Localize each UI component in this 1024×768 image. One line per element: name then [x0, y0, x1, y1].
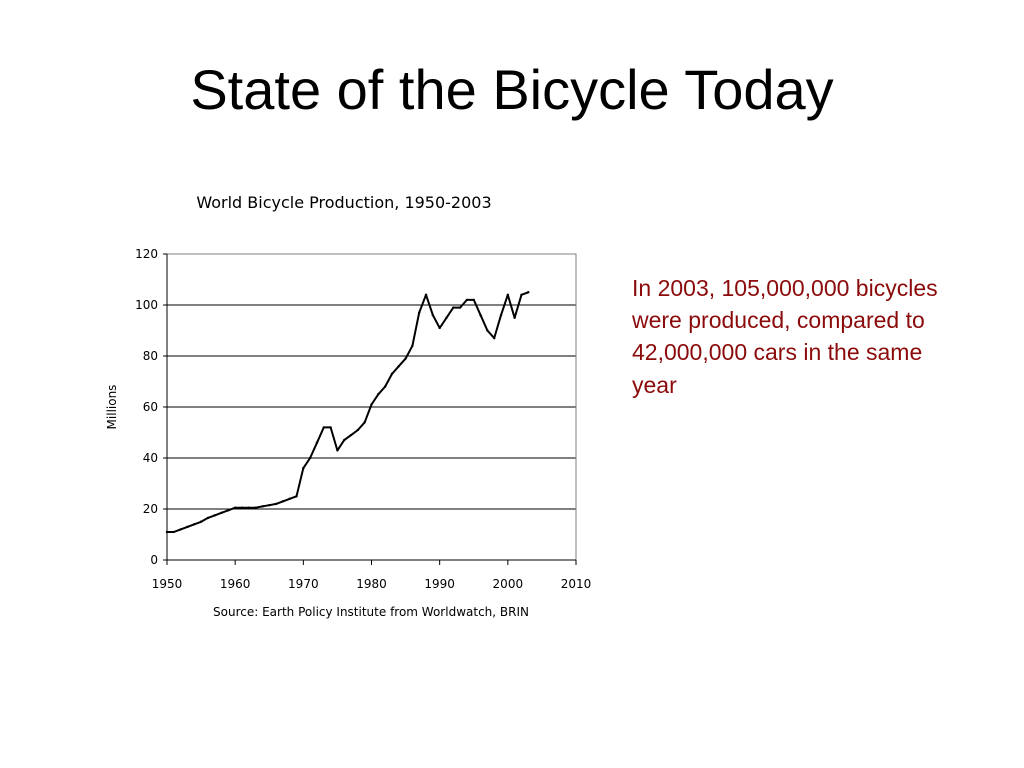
data-point-1978: [356, 428, 360, 432]
data-point-1971: [308, 456, 312, 460]
data-point-1959: [227, 509, 230, 512]
data-point-1989: [431, 314, 435, 317]
data-point-1984: [397, 365, 400, 368]
y-tick-label: 40: [143, 451, 158, 465]
chart-source: Source: Earth Policy Institute from Worl…: [213, 605, 529, 619]
data-point-1955: [199, 520, 203, 523]
y-tick-label: 100: [135, 298, 158, 312]
data-point-1960: [233, 506, 237, 509]
data-point-1975: [336, 449, 339, 452]
x-tick-label: 1960: [220, 577, 251, 591]
data-point-1985: [404, 357, 407, 360]
data-point-1986: [411, 344, 414, 347]
y-tick-label: 0: [150, 553, 158, 567]
data-point-1964: [261, 505, 264, 508]
data-point-2001: [513, 316, 516, 319]
y-tick-labels: 0 20 40 60 80 100 120: [135, 247, 167, 567]
data-point-1988: [424, 293, 428, 296]
data-point-1952: [179, 528, 182, 531]
data-point-1997: [486, 329, 489, 332]
y-tick-label: 20: [143, 502, 158, 516]
x-tick-label: 2010: [561, 577, 592, 591]
data-point-1974: [329, 426, 332, 429]
data-point-2002: [520, 293, 523, 296]
series-line-bicycle-production: [167, 291, 529, 533]
data-point-1994: [465, 298, 469, 302]
data-point-1958: [220, 511, 223, 515]
data-point-1995: [472, 298, 475, 302]
data-point-1950: [165, 530, 169, 534]
data-point-1961: [240, 506, 244, 509]
data-point-1953: [186, 525, 189, 529]
side-note: In 2003, 105,000,000 bicycles were produ…: [632, 275, 938, 398]
x-tick-label: 1980: [356, 577, 387, 591]
data-point-1980: [370, 403, 373, 406]
x-tick-label: 1990: [424, 577, 455, 591]
data-point-1972: [315, 441, 319, 444]
data-point-1981: [377, 393, 380, 396]
data-point-1965: [268, 503, 271, 507]
data-point-1987: [418, 311, 421, 314]
data-point-1951: [172, 530, 176, 534]
x-tick-label: 1970: [288, 577, 319, 591]
data-point-1968: [288, 497, 291, 500]
data-point-1962: [247, 506, 250, 509]
data-point-1979: [363, 421, 366, 424]
data-point-1996: [479, 314, 482, 317]
x-tick-labels: 1950 1960 1970 1980 1990 2000 2010: [152, 560, 592, 591]
data-point-1992: [452, 306, 455, 309]
y-axis-label: Millions: [105, 385, 119, 430]
data-point-1956: [206, 516, 210, 520]
x-tick-label: 2000: [493, 577, 524, 591]
data-point-1966: [274, 502, 278, 506]
data-point-2000: [506, 293, 510, 296]
data-point-1983: [390, 372, 394, 376]
data-point-1998: [493, 336, 496, 340]
data-point-1963: [254, 506, 257, 509]
data-point-1976: [343, 438, 346, 442]
data-point-1967: [281, 500, 285, 503]
gridlines: [167, 253, 576, 510]
data-point-1999: [499, 314, 503, 317]
data-point-1993: [458, 306, 462, 309]
chart-title: World Bicycle Production, 1950-2003: [196, 193, 491, 212]
data-point-1973: [322, 426, 325, 429]
data-point-1954: [193, 523, 196, 526]
data-point-1977: [349, 433, 353, 437]
data-point-1957: [213, 514, 216, 517]
data-points: [165, 291, 530, 534]
y-tick-label: 120: [135, 247, 158, 261]
data-point-2003: [527, 291, 530, 294]
data-point-1970: [302, 467, 305, 470]
y-tick-label: 60: [143, 400, 158, 414]
slide-title: State of the Bicycle Today: [190, 58, 834, 121]
data-point-1991: [445, 316, 448, 319]
data-point-1990: [438, 326, 441, 330]
data-point-1982: [383, 385, 387, 388]
data-point-1969: [295, 495, 298, 498]
x-tick-label: 1950: [152, 577, 183, 591]
y-tick-label: 80: [143, 349, 158, 363]
